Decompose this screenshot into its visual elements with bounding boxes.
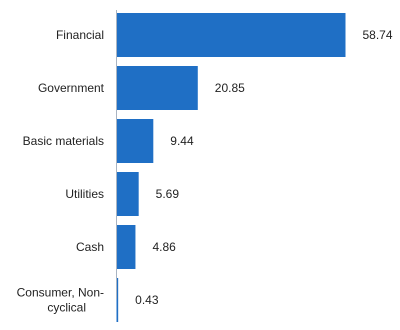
category-label-financial: Financial [56,28,104,42]
category-label-line: Cash [76,240,104,254]
category-label-utilities: Utilities [65,187,104,201]
value-label-financial: 58.74 [363,28,393,42]
category-label-line: Government [38,81,105,95]
value-label-utilities: 5.69 [156,187,180,201]
category-label-line: Utilities [65,187,104,201]
bar-basic-materials [116,119,154,163]
category-label-consumer-non-cyclical: Consumer, Non-cyclical [17,286,104,315]
bar-financial [116,13,346,57]
bar-cash [116,225,136,269]
labels-layer: 58.74 Financial 20.85 Government 9.44 Basic m… [17,28,393,315]
value-label-government: 20.85 [215,81,245,95]
value-label-consumer-non-cyclical: 0.43 [135,293,159,307]
value-label-basic-materials: 9.44 [170,134,194,148]
category-label-line: Consumer, Non- [17,286,104,300]
category-label-line: Basic materials [23,134,104,148]
bars-layer [116,13,346,322]
category-label-government: Government [38,81,105,95]
category-label-line: cyclical [47,301,86,315]
value-label-cash: 4.86 [152,240,176,254]
bar-consumer-non-cyclical [116,278,119,322]
category-label-line: Financial [56,28,104,42]
category-label-cash: Cash [76,240,104,254]
bar-utilities [116,172,139,216]
bar-government [116,66,198,110]
category-label-basic-materials: Basic materials [23,134,104,148]
